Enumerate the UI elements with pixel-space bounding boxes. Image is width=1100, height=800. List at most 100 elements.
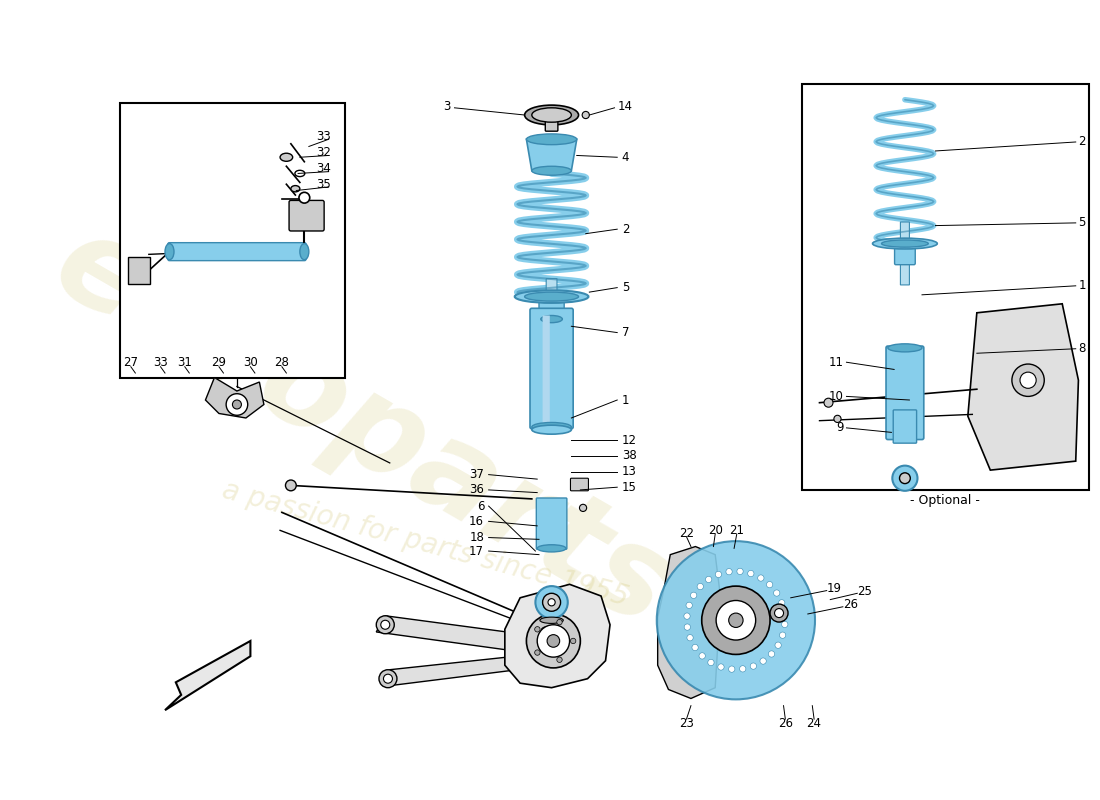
Polygon shape: [658, 546, 720, 698]
Text: 4: 4: [621, 150, 629, 164]
Circle shape: [232, 400, 241, 409]
Text: 3: 3: [443, 99, 451, 113]
Circle shape: [824, 398, 833, 407]
Circle shape: [770, 604, 788, 622]
Text: 27: 27: [123, 355, 139, 369]
Circle shape: [299, 192, 310, 203]
Text: 7: 7: [621, 326, 629, 339]
Circle shape: [737, 568, 744, 574]
Ellipse shape: [540, 617, 563, 623]
Text: 12: 12: [621, 434, 637, 447]
Circle shape: [716, 601, 756, 640]
Circle shape: [527, 614, 581, 668]
Circle shape: [697, 583, 703, 590]
Circle shape: [381, 620, 389, 630]
Polygon shape: [376, 616, 520, 652]
Circle shape: [758, 575, 764, 581]
Circle shape: [227, 394, 248, 415]
Ellipse shape: [872, 238, 937, 249]
Circle shape: [536, 586, 568, 618]
FancyBboxPatch shape: [537, 498, 566, 550]
Text: 35: 35: [317, 178, 331, 190]
Circle shape: [707, 659, 714, 666]
Circle shape: [692, 644, 698, 650]
FancyBboxPatch shape: [547, 278, 557, 350]
Text: 5: 5: [621, 281, 629, 294]
Polygon shape: [388, 656, 517, 686]
Ellipse shape: [881, 240, 928, 247]
Text: 8: 8: [1078, 342, 1086, 355]
Text: 10: 10: [829, 390, 844, 403]
Circle shape: [726, 569, 733, 575]
Circle shape: [286, 480, 296, 491]
FancyBboxPatch shape: [128, 257, 150, 284]
Circle shape: [582, 111, 590, 118]
Text: 22: 22: [679, 526, 694, 539]
Text: 2: 2: [1078, 135, 1086, 149]
Text: 9: 9: [836, 422, 844, 434]
Circle shape: [900, 473, 911, 484]
Text: a passion for parts since 1955: a passion for parts since 1955: [219, 476, 632, 612]
Ellipse shape: [531, 108, 571, 122]
Circle shape: [760, 658, 767, 664]
Circle shape: [739, 666, 746, 672]
Text: 13: 13: [621, 466, 637, 478]
Ellipse shape: [290, 186, 300, 192]
Text: 37: 37: [470, 468, 484, 481]
Ellipse shape: [165, 243, 174, 260]
Circle shape: [684, 613, 690, 619]
Circle shape: [580, 504, 586, 511]
Text: 29: 29: [211, 355, 227, 369]
Text: 1: 1: [1078, 279, 1086, 292]
FancyBboxPatch shape: [886, 346, 924, 439]
Circle shape: [1020, 372, 1036, 388]
FancyBboxPatch shape: [894, 242, 915, 265]
Ellipse shape: [531, 422, 571, 431]
Text: 31: 31: [177, 355, 192, 369]
FancyBboxPatch shape: [167, 242, 306, 261]
Circle shape: [571, 638, 576, 644]
Text: 32: 32: [317, 146, 331, 159]
Circle shape: [557, 619, 562, 625]
Circle shape: [547, 634, 560, 647]
Circle shape: [657, 541, 815, 699]
Ellipse shape: [527, 134, 576, 145]
Circle shape: [548, 598, 556, 606]
Text: 11: 11: [828, 356, 844, 369]
Text: 20: 20: [707, 524, 723, 537]
Polygon shape: [968, 304, 1078, 470]
Circle shape: [834, 415, 842, 422]
Ellipse shape: [537, 545, 566, 552]
Text: 21: 21: [729, 524, 745, 537]
Polygon shape: [206, 378, 264, 418]
Text: 14: 14: [617, 99, 632, 113]
Text: 1: 1: [621, 394, 629, 406]
Circle shape: [774, 609, 783, 618]
Text: 15: 15: [621, 481, 637, 494]
Circle shape: [718, 664, 724, 670]
Circle shape: [384, 674, 393, 683]
FancyBboxPatch shape: [539, 292, 564, 321]
Text: europarts: europarts: [33, 202, 692, 652]
Text: 17: 17: [470, 545, 484, 558]
Ellipse shape: [888, 344, 922, 352]
FancyBboxPatch shape: [546, 114, 558, 131]
Circle shape: [691, 592, 696, 598]
Circle shape: [376, 616, 394, 634]
Ellipse shape: [280, 154, 293, 162]
FancyBboxPatch shape: [802, 83, 1089, 490]
Text: 38: 38: [621, 450, 637, 462]
Ellipse shape: [525, 292, 579, 301]
Circle shape: [702, 586, 770, 654]
Text: 18: 18: [470, 531, 484, 544]
Ellipse shape: [515, 290, 589, 303]
Ellipse shape: [541, 626, 561, 633]
Circle shape: [1012, 364, 1044, 397]
Circle shape: [557, 657, 562, 662]
Circle shape: [781, 610, 788, 617]
Text: 30: 30: [243, 355, 257, 369]
Ellipse shape: [300, 243, 309, 260]
Circle shape: [728, 613, 744, 627]
Circle shape: [767, 582, 773, 588]
Text: 24: 24: [806, 717, 822, 730]
